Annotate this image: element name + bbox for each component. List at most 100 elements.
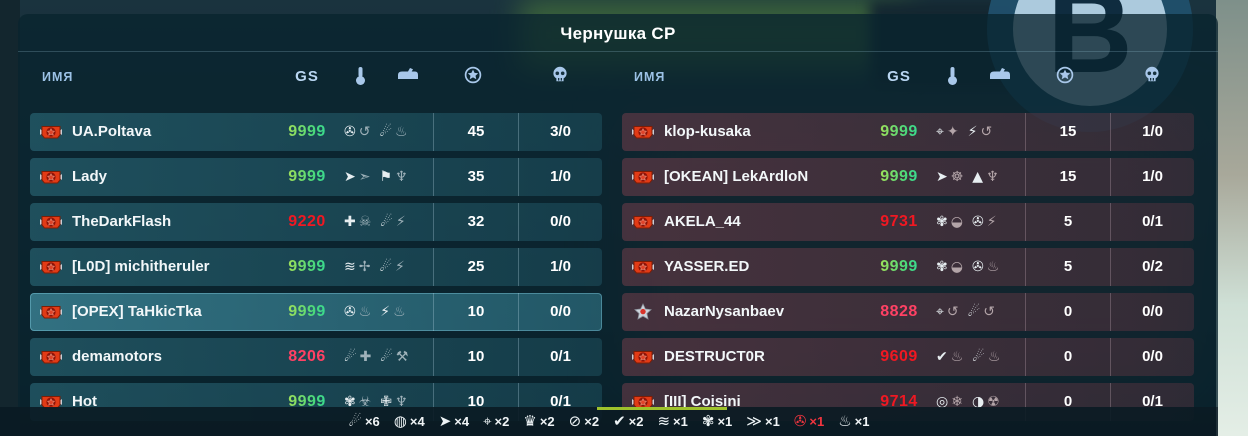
star-icon [458, 66, 488, 84]
player-gear-score: 8828 [880, 303, 918, 320]
equipment-icons: ✔ ♨ ☄ ♨ [936, 338, 1000, 376]
player-name: [III] Coisini [664, 393, 741, 410]
flame-icon: ♨ [838, 412, 852, 430]
rank-badge [631, 258, 655, 276]
reel-icon: ✇ [971, 214, 984, 230]
player-row[interactable]: YASSER.ED 9999 ✾ ◒ ✇ ♨ 5 0/2 [622, 248, 1194, 286]
player-row[interactable]: [OPEX] TaHkicTka 9999 ✇ ♨ ⚡ ♨ 10 0/0 [30, 293, 602, 331]
equipment-icons: ✇ ↺ ☄ ♨ [344, 113, 408, 151]
player-row[interactable]: Lady 9999 ➤ ➣ ⚑ ♆ 35 1/0 [30, 158, 602, 196]
supply-legend-item: ♨ ×1 [838, 412, 869, 430]
bolt-icon: ⚡ [395, 259, 405, 275]
hull-icons: ⚑ ♆ [379, 170, 407, 184]
supply-legend-item: ✔ ×2 [613, 414, 644, 430]
supply-count: ×2 [628, 414, 644, 429]
frags-value: 0/0 [1110, 293, 1194, 331]
player-name: Hot [72, 393, 97, 410]
player-gear-score: 9999 [862, 248, 936, 286]
player-name: AKELA_44 [664, 213, 741, 230]
player-gear-score: 9999 [270, 113, 344, 151]
equipment-icons: ◎ ❄ ◑ ☢ [936, 383, 1000, 421]
player-row[interactable]: DESTRUCT0R 9609 ✔ ♨ ☄ ♨ 0 0/0 [622, 338, 1194, 376]
ally-team-rows: UA.Poltava 9999 ✇ ↺ ☄ ♨ 45 3/0 Lady 9999 ➤… [30, 113, 602, 421]
player-row[interactable]: [L0D] michitheruler 9999 ≋ ✢ ☄ ⚡ 25 1/0 [30, 248, 602, 286]
crossedcircle-icon: ⊘ [568, 412, 582, 430]
score-value: 5 [1025, 203, 1110, 241]
player-name: demamotors [72, 348, 163, 365]
score-value: 32 [433, 203, 518, 241]
paw-icon: ☸ [950, 169, 964, 185]
score-value: 0 [1025, 338, 1110, 376]
scoreboard-panel: Чернушка СР ИМЯ GS [18, 14, 1218, 421]
satellite-icon: ⌖ [936, 124, 944, 140]
satellite-icon: ⌖ [936, 304, 944, 320]
turret-icons: ☄ ✚ [344, 350, 371, 364]
starflash-icon: ✦ [946, 124, 959, 140]
player-row[interactable]: demamotors 8206 ☄ ✚ ☄ ⚒ 10 0/1 [30, 338, 602, 376]
rocket-icon: ➤ [344, 169, 356, 185]
player-row[interactable]: TheDarkFlash 9220 ✚ ☠ ☄ ⚡ 32 0/0 [30, 203, 602, 241]
supply-legend-item: ✾ ×1 [702, 414, 732, 430]
radiation-icon: ☢ [987, 394, 1000, 410]
supply-count: ×4 [454, 414, 470, 429]
frags-value: 0/0 [518, 293, 602, 331]
turret-icons: ✇ ↺ [344, 125, 370, 139]
supply-legend-item: ⊘ ×2 [568, 412, 599, 430]
rank-badge [39, 303, 63, 321]
player-gear-score: 9999 [270, 158, 344, 196]
orbit-icon: ↺ [983, 304, 995, 320]
boltcircle-icon: ⚡ [380, 304, 391, 320]
rank-badge [39, 258, 63, 276]
hull-icons: ⚡ ↺ [968, 125, 993, 139]
player-row[interactable]: [OKEAN] LekArdloN 9999 ➤ ☸ ▲ ♆ 15 1/0 [622, 158, 1194, 196]
player-gear-score: 8206 [288, 348, 326, 365]
equipment-icons: ✾ ◒ ✇ ⚡ [936, 203, 997, 241]
player-name: [OKEAN] LekArdloN [664, 168, 809, 185]
orb-icon: ◑ [971, 394, 985, 410]
supply-legend-item: ✇ ×1 [793, 412, 824, 430]
player-name: TheDarkFlash [72, 213, 172, 230]
player-gear-score: 9999 [270, 293, 344, 331]
hull-icons: ☄ ⚡ [379, 260, 404, 274]
score-value: 45 [433, 113, 518, 151]
smoke-icon: ≋ [657, 412, 671, 430]
player-row[interactable]: UA.Poltava 9999 ✇ ↺ ☄ ♨ 45 3/0 [30, 113, 602, 151]
flame-icon: ♨ [395, 124, 408, 140]
rank-badge [631, 393, 655, 411]
gs-column-header: GS [295, 68, 319, 85]
player-row[interactable]: klop-kusaka 9999 ⌖ ✦ ⚡ ↺ 15 1/0 [622, 113, 1194, 151]
hull-icons: ☄ ♨ [379, 125, 407, 139]
equipment-icons: ✚ ☠ ☄ ⚡ [344, 203, 406, 241]
frags-value: 1/0 [1110, 158, 1194, 196]
helmet-icon: ◒ [950, 259, 963, 275]
comet-icon: ☄ [344, 349, 357, 365]
banner-icon: ⚑ [379, 169, 393, 185]
flame-icon: ♨ [950, 349, 964, 365]
reel-icon: ✇ [971, 259, 984, 275]
name-column-header: ИМЯ [634, 70, 666, 84]
frags-value: 0/1 [518, 338, 602, 376]
shieldcross-icon: ✙ [380, 394, 393, 410]
hull-icons: ⚡ ♨ [380, 305, 405, 319]
wings-icon: ♆ [395, 394, 408, 410]
turret-icons: ✾ ☣ [344, 395, 371, 409]
turret-icons: ➤ ☸ [936, 170, 963, 184]
flame-icon: ♨ [987, 349, 1001, 365]
ally-table-header: ИМЯ GS [30, 60, 602, 98]
player-row[interactable]: NazarNysanbaev 8828 ⌖ ↺ ☄ ↺ 0 0/0 [622, 293, 1194, 331]
supply-legend-item: ♛ ×2 [523, 414, 554, 430]
redreel-icon: ✇ [793, 412, 807, 430]
equipment-icons: ✾ ☣ ✙ ♆ [344, 383, 408, 421]
player-row[interactable]: AKELA_44 9731 ✾ ◒ ✇ ⚡ 5 0/1 [622, 203, 1194, 241]
skullspider-icon: ☠ [358, 214, 372, 230]
player-gear-score: 9714 [880, 393, 918, 410]
orbit-icon: ↺ [980, 124, 993, 140]
player-gear-score: 9999 [270, 248, 344, 286]
score-value: 25 [433, 248, 518, 286]
turret-icon [937, 66, 967, 86]
score-value: 10 [433, 383, 518, 421]
hull-icon [393, 66, 423, 80]
score-value: 15 [1025, 158, 1110, 196]
enemy-team-rows: klop-kusaka 9999 ⌖ ✦ ⚡ ↺ 15 1/0 [OKEAN] Le… [622, 113, 1194, 421]
score-value: 5 [1025, 248, 1110, 286]
